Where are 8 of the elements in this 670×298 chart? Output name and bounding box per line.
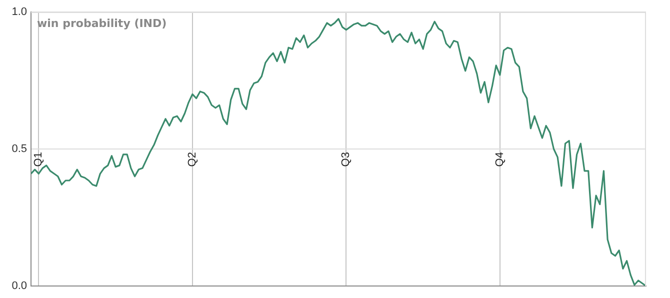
x-tick-label: Q3 <box>340 152 352 167</box>
x-tick-label: Q1 <box>32 152 45 167</box>
x-tick-label: Q2 <box>186 152 198 167</box>
y-tick-label: 0.5 <box>12 143 27 156</box>
y-tick-label: 1.0 <box>12 6 27 18</box>
y-tick-label: 0.0 <box>12 280 27 292</box>
text: win probability (IND) <box>37 16 167 30</box>
x-tick-label: Q4 <box>494 152 506 167</box>
